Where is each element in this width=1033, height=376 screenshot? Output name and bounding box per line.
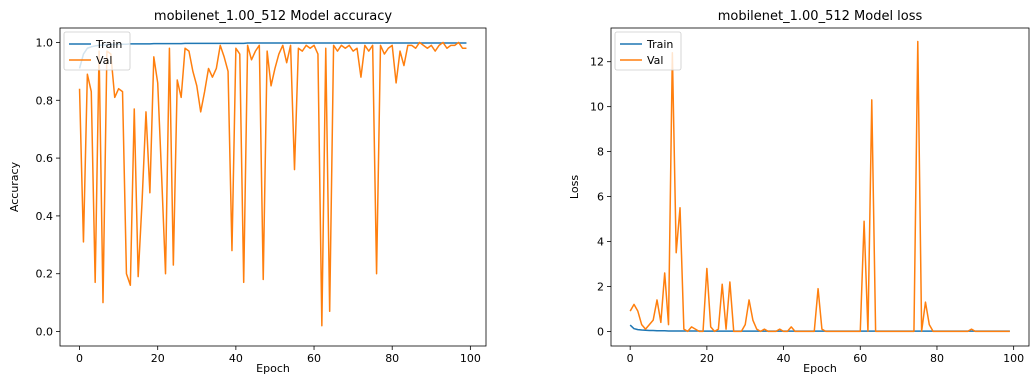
accuracy-y-ticks: 0.0 0.2 0.4 0.6 0.8 1.0 — [36, 36, 60, 339]
accuracy-y-tick-label: 0.4 — [36, 210, 54, 223]
accuracy-x-tick-label: 60 — [307, 352, 321, 365]
loss-y-tick-label: 6 — [597, 191, 604, 204]
accuracy-x-ticks: 0 20 40 60 80 100 — [76, 346, 481, 365]
accuracy-y-tick-label: 0.8 — [36, 94, 54, 107]
loss-y-tick-label: 4 — [597, 235, 604, 248]
loss-chart: mobilenet_1.00_512 Model loss Epoch Loss… — [568, 9, 1030, 375]
loss-x-ticks: 0 20 40 60 80 100 — [627, 346, 1024, 365]
accuracy-y-axis-label: Accuracy — [8, 161, 21, 212]
loss-chart-title: mobilenet_1.00_512 Model loss — [718, 9, 923, 24]
loss-legend: Train Val — [614, 31, 682, 71]
loss-val-line — [629, 40, 1010, 333]
accuracy-val-line — [78, 41, 467, 327]
loss-x-tick-label: 0 — [627, 352, 634, 365]
loss-series — [629, 40, 1010, 333]
loss-y-axis-label: Loss — [568, 175, 581, 199]
accuracy-chart-title: mobilenet_1.00_512 Model accuracy — [154, 9, 392, 24]
accuracy-series — [78, 41, 467, 327]
accuracy-train-line — [78, 42, 467, 69]
loss-legend-val-label: Val — [647, 54, 663, 67]
loss-x-tick-label: 100 — [1003, 352, 1024, 365]
loss-x-tick-label: 20 — [700, 352, 714, 365]
accuracy-y-tick-label: 0.6 — [36, 152, 54, 165]
loss-y-tick-label: 8 — [597, 146, 604, 159]
loss-y-tick-label: 2 — [597, 280, 604, 293]
loss-plot-frame — [610, 27, 1030, 347]
loss-x-axis-label: Epoch — [803, 362, 837, 375]
accuracy-legend-val-label: Val — [96, 54, 112, 67]
accuracy-x-tick-label: 80 — [385, 352, 399, 365]
loss-legend-train-label: Train — [646, 38, 673, 51]
loss-y-ticks: 0 2 4 6 8 10 12 — [590, 56, 611, 338]
accuracy-x-tick-label: 40 — [229, 352, 243, 365]
accuracy-x-tick-label: 100 — [460, 352, 481, 365]
accuracy-legend: Train Val — [63, 31, 131, 71]
accuracy-chart: mobilenet_1.00_512 Model accuracy Epoch … — [8, 9, 487, 375]
loss-x-tick-label: 40 — [777, 352, 791, 365]
loss-x-tick-label: 60 — [853, 352, 867, 365]
accuracy-legend-train-label: Train — [95, 38, 122, 51]
accuracy-y-tick-label: 0.2 — [36, 268, 54, 281]
accuracy-x-tick-label: 20 — [151, 352, 165, 365]
loss-x-tick-label: 80 — [930, 352, 944, 365]
loss-y-tick-label: 10 — [590, 101, 604, 114]
loss-y-tick-label: 12 — [590, 56, 604, 69]
accuracy-y-tick-label: 1.0 — [36, 36, 54, 49]
accuracy-x-tick-label: 0 — [76, 352, 83, 365]
accuracy-x-axis-label: Epoch — [256, 362, 290, 375]
accuracy-y-tick-label: 0.0 — [36, 326, 54, 339]
loss-y-tick-label: 0 — [597, 325, 604, 338]
accuracy-plot-frame — [59, 27, 487, 347]
